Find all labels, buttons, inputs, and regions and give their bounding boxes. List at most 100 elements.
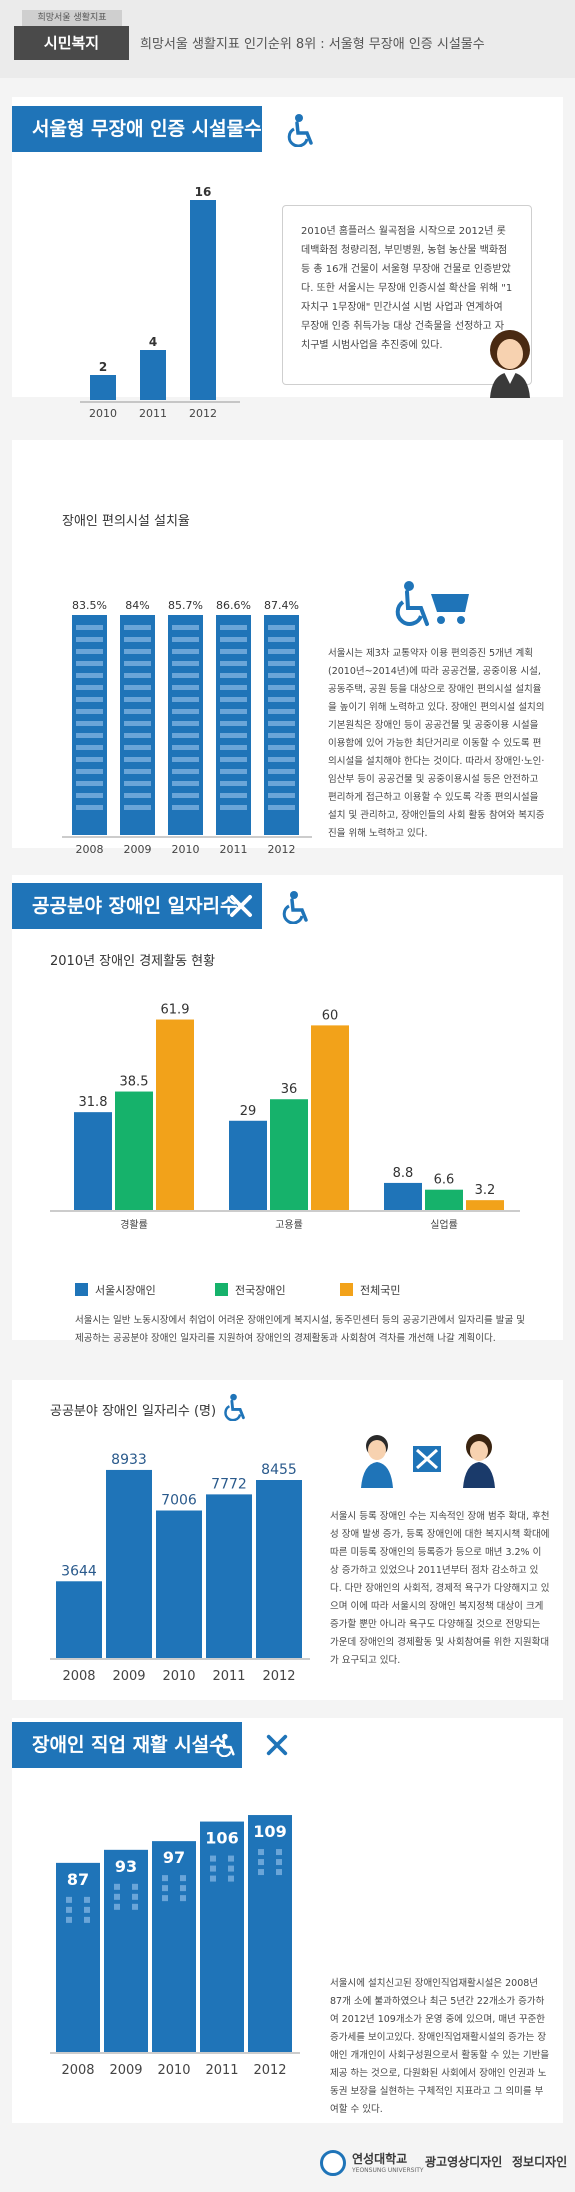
tick-label: 2012 xyxy=(253,2063,286,2078)
footer-university: 연성대학교 xyxy=(352,2152,408,2166)
bar xyxy=(384,1182,422,1210)
chart-facility-rate: 83.5% 2008 84% 2009 85.7% 2010 86.6% 2011 87.4% 2… xyxy=(62,599,312,856)
bar xyxy=(256,1480,302,1658)
workers-icon xyxy=(361,1434,495,1488)
bar-window xyxy=(114,1903,120,1910)
data-label: 7772 xyxy=(211,1476,247,1492)
bar-window-stripe xyxy=(268,805,295,810)
chart-public-jobs: 3644 2008 8933 2009 7006 2010 7772 2011 8455 2012 xyxy=(50,1452,310,1684)
bar-window-stripe xyxy=(172,697,199,702)
data-label: 8455 xyxy=(261,1462,297,1478)
bar-window-stripe xyxy=(268,697,295,702)
section1-paragraph: 2010년 홈플러스 월곡점을 시작으로 2012년 롯데백화점 청량리점, 부… xyxy=(301,226,513,351)
legend-label: 서울시장애인 xyxy=(95,1284,156,1297)
bar-window-stripe xyxy=(172,709,199,714)
chart-economic-activity: 31.8 38.5 61.9 경활률 29 36 60 고용률 8.8 6.6 3.2 실업률 xyxy=(50,1003,520,1231)
tick-label: 2012 xyxy=(268,843,296,856)
bar-window-stripe xyxy=(268,625,295,630)
bar xyxy=(56,1581,102,1658)
bar-window-stripe xyxy=(76,697,103,702)
bar-window-stripe xyxy=(220,805,247,810)
bar-window xyxy=(84,1906,90,1913)
tick-label: 2010 xyxy=(157,2063,190,2078)
tools-icon xyxy=(230,895,252,917)
bar-window-stripe xyxy=(220,649,247,654)
bar-window xyxy=(84,1896,90,1903)
bar-window xyxy=(132,1903,138,1910)
bar-window-stripe xyxy=(76,757,103,762)
section1-bubble: 2010년 홈플러스 월곡점을 시작으로 2012년 롯데백화점 청량리점, 부… xyxy=(282,205,532,385)
bar-window xyxy=(276,1859,282,1866)
bar-window-stripe xyxy=(124,673,151,678)
section4-paragraph: 서울시 등록 장애인 수는 지속적인 장애 범주 확대, 후천성 장애 발생 증… xyxy=(330,1511,550,1666)
bar-window xyxy=(66,1906,72,1913)
bar xyxy=(425,1189,463,1210)
bar-window-stripe xyxy=(76,709,103,714)
tick-label: 2011 xyxy=(212,1669,245,1684)
bar-window-stripe xyxy=(268,733,295,738)
tick-label: 2009 xyxy=(124,843,152,856)
tick-label: 2011 xyxy=(205,2063,238,2078)
section1-title: 서울형 무장애 인증 시설물수 xyxy=(12,106,262,152)
woman-character-icon xyxy=(490,330,530,398)
bar-window-stripe xyxy=(124,757,151,762)
tick-label: 2012 xyxy=(262,1669,295,1684)
bar-window-stripe xyxy=(76,649,103,654)
data-label: 2 xyxy=(99,360,107,374)
legend-label: 전국장애인 xyxy=(235,1284,286,1297)
bar-window-stripe xyxy=(76,745,103,750)
tick-label: 실업률 xyxy=(430,1218,458,1231)
bar-window xyxy=(84,1916,90,1923)
data-label: 38.5 xyxy=(120,1075,149,1090)
bar-window-stripe xyxy=(76,805,103,810)
bar xyxy=(106,1469,152,1658)
bar-window xyxy=(162,1875,168,1882)
bar-window-stripe xyxy=(76,721,103,726)
bar-window xyxy=(228,1865,234,1872)
bar xyxy=(248,1815,292,2052)
tick-label: 2008 xyxy=(61,2063,94,2078)
bar-window-stripe xyxy=(172,781,199,786)
bar-window-stripe xyxy=(172,637,199,642)
bar-window-stripe xyxy=(172,757,199,762)
bar-window xyxy=(162,1885,168,1892)
bar-window-stripe xyxy=(220,733,247,738)
tick-label: 2009 xyxy=(109,2063,142,2078)
bar-window-stripe xyxy=(172,649,199,654)
wheelchair-icon xyxy=(217,1733,235,1757)
bar-window-stripe xyxy=(220,793,247,798)
bar-window-stripe xyxy=(124,721,151,726)
bar-window-stripe xyxy=(172,685,199,690)
bar-window-stripe xyxy=(76,685,103,690)
data-label: 93 xyxy=(115,1857,137,1876)
section4-title: 공공분야 장애인 일자리수 (명) xyxy=(50,1404,217,1419)
bar-window-stripe xyxy=(268,769,295,774)
bar-window-stripe xyxy=(124,697,151,702)
bar-window-stripe xyxy=(124,685,151,690)
bar-window-stripe xyxy=(76,661,103,666)
section3-subtitle: 2010년 장애인 경제활동 현황 xyxy=(50,954,216,969)
tick-label: 2010 xyxy=(162,1669,195,1684)
bar-window-stripe xyxy=(172,673,199,678)
legend: 서울시장애인 전국장애인 전체국민 xyxy=(75,1280,495,1300)
bar-window-stripe xyxy=(220,745,247,750)
bar xyxy=(152,1841,196,2052)
data-label: 4 xyxy=(149,335,157,349)
footer-university-en: YEONSUNG UNIVERSITY xyxy=(352,2167,424,2174)
bar-window-stripe xyxy=(76,781,103,786)
tick-label: 고용률 xyxy=(275,1219,303,1231)
bar-window-stripe xyxy=(220,637,247,642)
data-label: 87 xyxy=(67,1870,89,1889)
header-main-tag: 시민복지 xyxy=(14,26,129,60)
bar-window-stripe xyxy=(268,685,295,690)
bar-window-stripe xyxy=(124,733,151,738)
bar-window-stripe xyxy=(172,733,199,738)
data-label: 3.2 xyxy=(475,1183,496,1198)
data-label: 83.5% xyxy=(72,599,107,612)
bar xyxy=(229,1120,267,1210)
legend-swatch xyxy=(340,1283,353,1296)
bar xyxy=(140,350,166,400)
chart-barrier-free-buildings: 2 2010 4 2011 16 2012 xyxy=(80,185,240,420)
section5-title: 장애인 직업 재활 시설수 xyxy=(12,1722,242,1768)
chart-rehab-facilities: 87 2008 93 2009 97 2010 106 2011 109 2012 xyxy=(50,1815,300,2078)
